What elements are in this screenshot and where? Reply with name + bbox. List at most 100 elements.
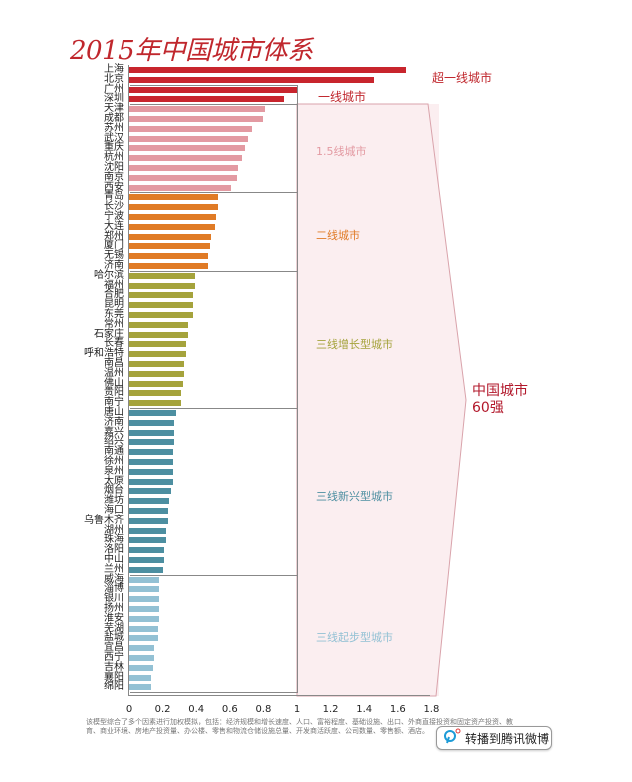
bar bbox=[129, 527, 166, 534]
city-label: 呼和浩特 bbox=[84, 348, 124, 360]
bar bbox=[129, 76, 375, 83]
group-bracket bbox=[130, 84, 298, 106]
x-axis-line bbox=[128, 695, 430, 696]
x-tick-label: 0.4 bbox=[188, 704, 205, 715]
city-label: 厦门 bbox=[104, 240, 124, 252]
city-label: 烟台 bbox=[104, 485, 124, 497]
bar bbox=[129, 655, 155, 661]
bar bbox=[129, 566, 163, 573]
bar bbox=[129, 498, 170, 505]
bar bbox=[129, 263, 208, 269]
bar bbox=[129, 272, 195, 279]
bar bbox=[129, 204, 219, 211]
bar bbox=[129, 606, 160, 612]
x-tick-label: 0.2 bbox=[154, 704, 171, 715]
bar bbox=[129, 302, 193, 309]
group-bracket bbox=[130, 192, 298, 272]
bar bbox=[129, 233, 212, 240]
bar bbox=[129, 684, 151, 691]
x-tick-label: 0.6 bbox=[221, 704, 238, 715]
city-label: 潍坊 bbox=[104, 495, 124, 507]
city-label: 泉州 bbox=[104, 465, 124, 477]
city-label: 合肥 bbox=[104, 289, 124, 301]
city-label: 贵阳 bbox=[104, 387, 124, 399]
city-label: 乌鲁木齐 bbox=[84, 514, 124, 526]
city-label: 石家庄 bbox=[94, 328, 124, 340]
group-label: 三线起步型城市 bbox=[316, 631, 393, 644]
bar bbox=[129, 331, 188, 338]
city-label: 东莞 bbox=[104, 309, 124, 320]
footnote: 该模型综合了多个因素进行加权模拟，包括：经济规模和增长速度、人口、富裕程度、基础… bbox=[86, 718, 513, 735]
city-label: 重庆 bbox=[104, 142, 124, 154]
city-label: 盐城 bbox=[104, 632, 124, 644]
city-label: 北京 bbox=[104, 73, 124, 85]
bar bbox=[129, 419, 175, 426]
bar bbox=[129, 370, 185, 377]
city-label: 扬州 bbox=[104, 603, 124, 614]
group-label: 超一线城市 bbox=[432, 71, 493, 85]
city-label: 武汉 bbox=[104, 132, 124, 144]
city-label: 洛阳 bbox=[104, 544, 124, 556]
bar bbox=[129, 312, 193, 318]
share-tencent-weibo-button[interactable]: 转播到腾讯微博 bbox=[436, 726, 552, 750]
bar bbox=[129, 508, 168, 514]
city-label: 宁波 bbox=[104, 211, 124, 222]
share-button-label: 转播到腾讯微博 bbox=[465, 731, 550, 746]
chart-title: 2015年中国城市体系 bbox=[70, 36, 313, 66]
bar bbox=[129, 292, 193, 299]
city-label: 成都 bbox=[104, 113, 124, 124]
bar bbox=[129, 253, 208, 260]
group-label: 二线城市 bbox=[316, 229, 360, 242]
city-label: 吉林 bbox=[104, 661, 124, 673]
city-label: 芜湖 bbox=[104, 622, 124, 634]
city-label: 无锡 bbox=[104, 250, 124, 262]
city-label: 淄博 bbox=[104, 583, 124, 595]
group-label: 一线城市 bbox=[318, 90, 367, 104]
group-label: 三线增长型城市 bbox=[316, 338, 393, 351]
bar bbox=[129, 429, 175, 436]
bar bbox=[129, 145, 245, 152]
city-label: 深圳 bbox=[104, 93, 124, 105]
city-label: 嘉兴 bbox=[104, 426, 124, 438]
x-tick-label: 1.6 bbox=[389, 704, 406, 715]
city-label: 郑州 bbox=[104, 230, 124, 242]
city-label: 哈尔滨 bbox=[94, 269, 124, 281]
bar bbox=[129, 664, 153, 671]
city-label: 西安 bbox=[104, 181, 124, 193]
bar bbox=[129, 67, 407, 73]
bar bbox=[129, 351, 187, 358]
x-tick-label: 1.4 bbox=[356, 704, 373, 715]
city-label: 海口 bbox=[104, 505, 124, 516]
city-label: 银川 bbox=[104, 593, 124, 605]
city-label: 济南 bbox=[104, 260, 124, 271]
bar bbox=[129, 439, 175, 446]
bar bbox=[129, 184, 232, 191]
city-label: 唐山 bbox=[104, 407, 124, 418]
bar bbox=[129, 135, 249, 142]
city-label: 南宁 bbox=[104, 397, 124, 409]
city-label: 温州 bbox=[104, 367, 124, 379]
y-axis-line bbox=[128, 65, 129, 695]
city-label: 沈阳 bbox=[104, 162, 124, 173]
bar bbox=[129, 165, 239, 171]
city-label: 广州 bbox=[104, 83, 124, 95]
bar bbox=[129, 517, 168, 524]
city-label: 上海 bbox=[104, 64, 124, 75]
x-tick-label: 1 bbox=[293, 704, 301, 715]
bar bbox=[129, 635, 158, 642]
city-label: 佛山 bbox=[104, 377, 124, 389]
city-label: 南昌 bbox=[104, 358, 124, 369]
city-label: 济南 bbox=[104, 416, 124, 428]
bar bbox=[129, 488, 171, 495]
city-label: 襄阳 bbox=[104, 671, 124, 683]
group-label: 1.5线城市 bbox=[316, 145, 367, 158]
city-label: 威海 bbox=[104, 573, 124, 585]
bar bbox=[129, 674, 151, 681]
city-label: 南通 bbox=[104, 446, 124, 458]
top60-line1: 中国城市 bbox=[472, 383, 528, 399]
bar bbox=[129, 223, 215, 230]
bar bbox=[129, 96, 284, 103]
bar bbox=[129, 615, 160, 622]
city-label: 徐州 bbox=[104, 456, 124, 467]
